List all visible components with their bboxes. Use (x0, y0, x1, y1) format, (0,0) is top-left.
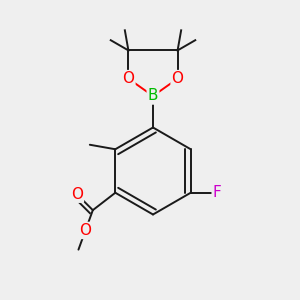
Text: F: F (213, 185, 221, 200)
Text: B: B (148, 88, 158, 104)
Text: O: O (172, 71, 184, 86)
Text: O: O (71, 187, 83, 202)
Text: O: O (122, 71, 134, 86)
Text: O: O (80, 223, 92, 238)
